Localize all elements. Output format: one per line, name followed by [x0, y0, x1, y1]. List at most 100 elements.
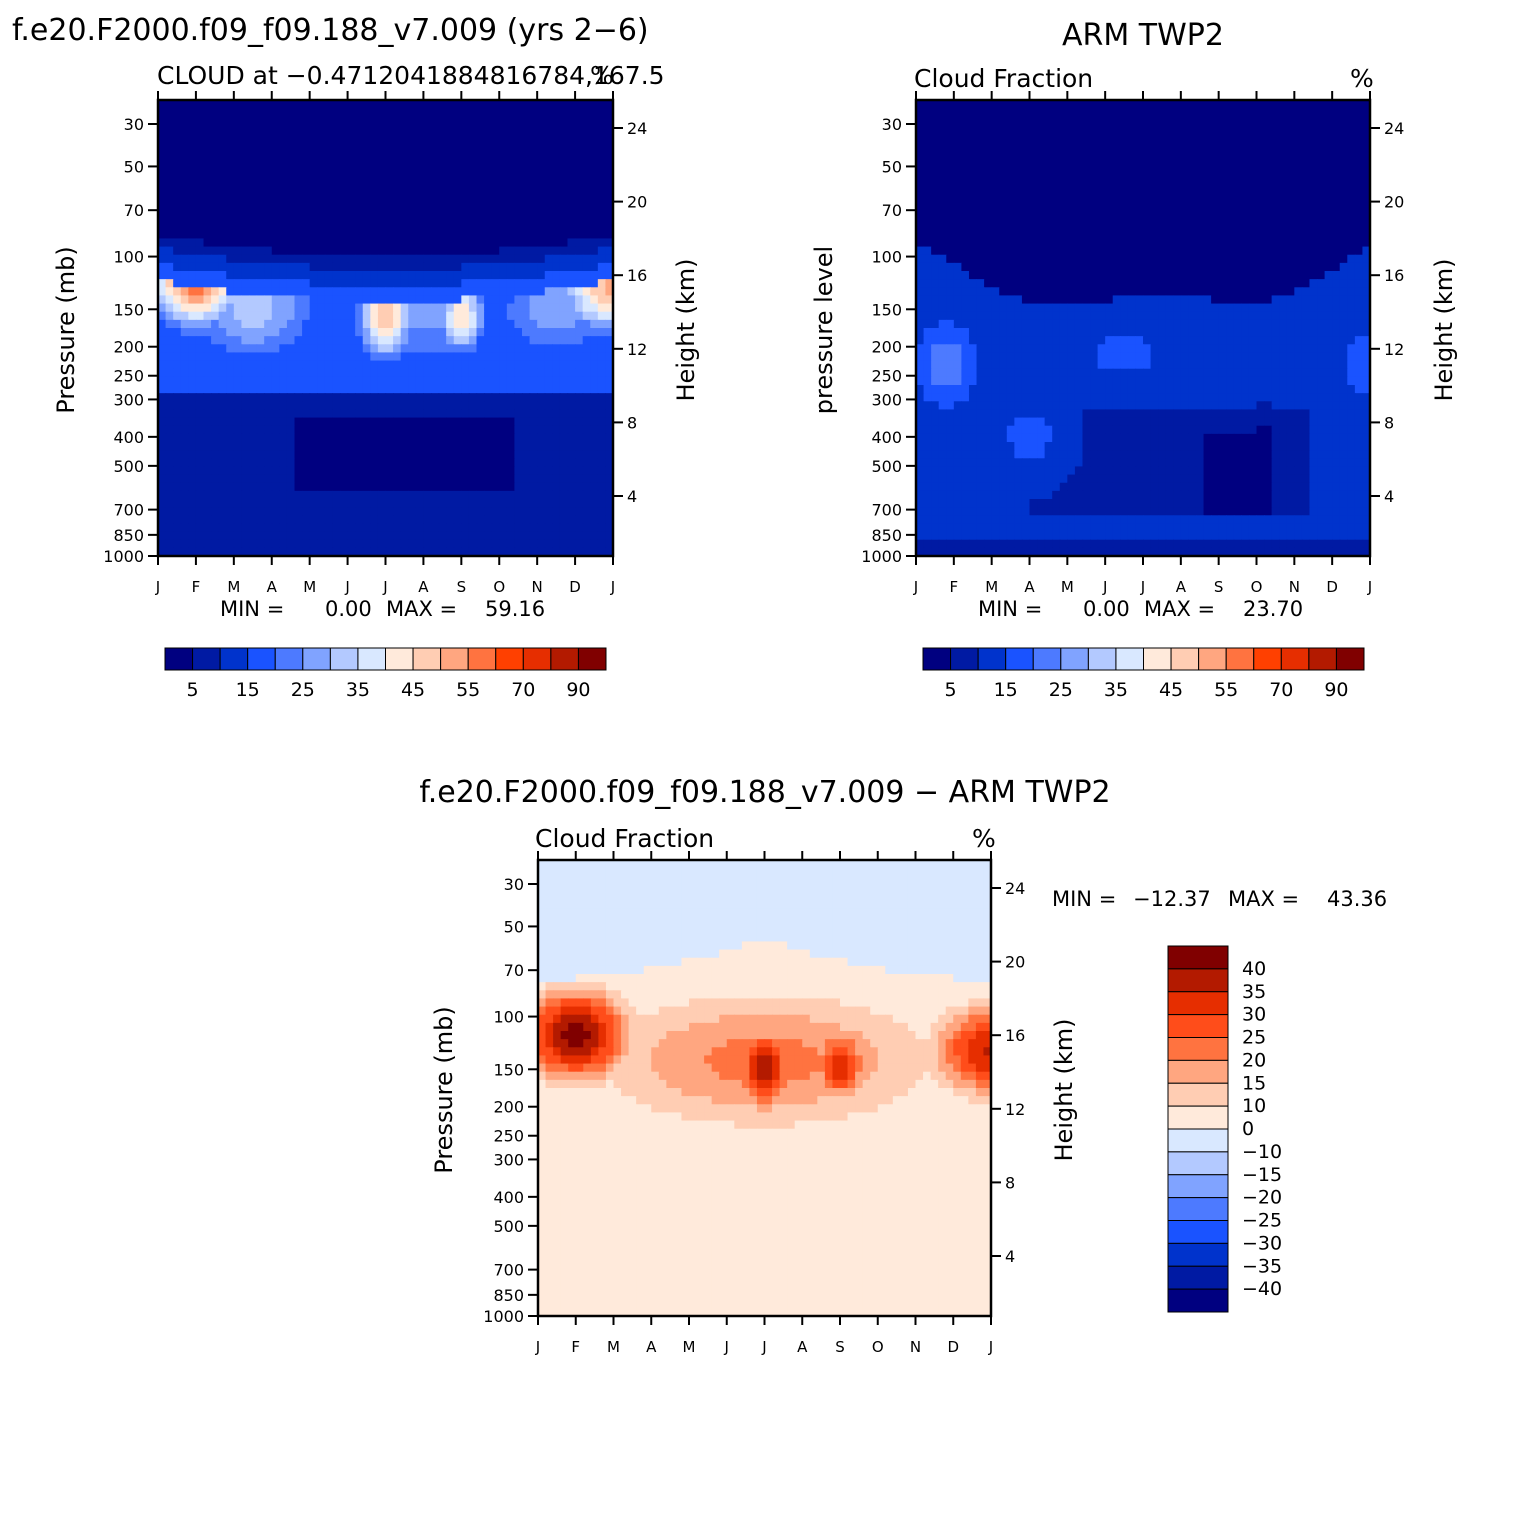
contour-cell: [567, 442, 576, 451]
contour-cell: [468, 547, 478, 557]
contour-cell: [946, 108, 955, 117]
contour-cell: [264, 246, 273, 256]
contour-cell: [582, 262, 591, 272]
contour-cell: [1044, 100, 1053, 109]
contour-cell: [476, 189, 485, 199]
contour-cell: [1029, 222, 1038, 231]
contour-cell: [491, 474, 500, 484]
contour-cell: [180, 523, 189, 533]
contour-cell: [999, 116, 1008, 126]
contour-cell: [1233, 165, 1242, 174]
contour-cell: [605, 344, 614, 354]
contour-cell: [991, 165, 1000, 174]
contour-cell: [400, 287, 409, 297]
contour-cell: [461, 393, 470, 402]
contour-cell: [537, 319, 546, 329]
contour-cell: [332, 393, 341, 402]
contour-cell: [203, 401, 212, 411]
contour-cell: [1332, 222, 1341, 231]
contour-cell: [938, 238, 947, 248]
contour-cell: [522, 205, 531, 215]
contour-cell: [317, 271, 326, 280]
contour-cell: [241, 116, 250, 126]
contour-cell: [453, 319, 462, 329]
contour-cell: [317, 401, 326, 411]
contour-cell: [408, 417, 417, 427]
contour-cell: [249, 132, 258, 142]
contour-cell: [1021, 246, 1031, 256]
contour-cell: [158, 547, 167, 557]
contour-cell: [1248, 148, 1258, 158]
contour-cell: [249, 181, 258, 191]
contour-cell: [499, 205, 508, 215]
contour-cell: [438, 490, 447, 500]
contour-cell: [1324, 262, 1333, 272]
contour-cell: [946, 116, 955, 126]
contour-cell: [446, 466, 455, 476]
contour-cell: [938, 173, 947, 183]
contour-cell: [1105, 124, 1114, 134]
contour-cell: [1074, 140, 1084, 150]
contour-cell: [324, 376, 334, 386]
contour-cell: [203, 189, 212, 199]
contour-cell: [180, 246, 189, 256]
contour-cell: [1233, 181, 1242, 191]
contour-cell: [1120, 246, 1129, 256]
contour-cell: [1082, 157, 1091, 166]
contour-cell: [1127, 271, 1137, 280]
contour-cell: [415, 531, 425, 541]
contour-cell: [1218, 197, 1227, 207]
contour-cell: [1286, 140, 1295, 150]
contour-cell: [286, 140, 296, 150]
contour-cell: [544, 328, 553, 337]
contour-cell: [590, 271, 599, 280]
contour-cell: [946, 132, 955, 142]
contour-cell: [165, 108, 174, 117]
contour-cell: [946, 124, 955, 134]
contour-cell: [514, 295, 523, 305]
contour-cell: [438, 254, 447, 264]
contour-cell: [1105, 100, 1114, 109]
contour-cell: [582, 539, 591, 549]
contour-cell: [1037, 157, 1046, 166]
contour-cell: [1279, 271, 1288, 280]
contour-cell: [1301, 214, 1311, 223]
contour-cell: [537, 474, 546, 484]
contour-cell: [408, 507, 417, 516]
contour-cell: [1347, 181, 1356, 191]
contour-cell: [1301, 108, 1311, 117]
contour-cell: [605, 238, 614, 248]
contour-cell: [1180, 214, 1189, 223]
contour-cell: [984, 165, 993, 174]
contour-cell: [415, 214, 425, 223]
contour-cell: [582, 401, 591, 411]
contour-cell: [461, 254, 470, 264]
contour-cell: [923, 116, 932, 126]
contour-cell: [484, 132, 493, 142]
contour-cell: [1195, 205, 1205, 215]
contour-cell: [984, 173, 993, 183]
contour-cell: [476, 328, 485, 337]
contour-cell: [1127, 108, 1137, 117]
contour-cell: [506, 401, 516, 411]
contour-cell: [1354, 148, 1364, 158]
contour-cell: [211, 539, 220, 549]
contour-cell: [491, 279, 500, 288]
contour-cell: [582, 499, 591, 508]
contour-cell: [506, 507, 516, 516]
contour-cell: [1279, 197, 1288, 207]
contour-cell: [241, 295, 250, 305]
contour-cell: [218, 474, 227, 484]
contour-cell: [552, 368, 561, 378]
y-tick-label: 70: [124, 201, 144, 220]
contour-cell: [1301, 262, 1311, 272]
contour-cell: [226, 319, 235, 329]
contour-cell: [1173, 238, 1182, 248]
contour-cell: [1150, 287, 1159, 297]
contour-cell: [1317, 214, 1326, 223]
contour-cell: [1052, 132, 1061, 142]
obs-panel: ARM TWP2 Cloud Fraction % J F M A M J J A S O N D J3…: [810, 18, 1458, 701]
contour-cell: [1173, 295, 1182, 305]
contour-cell: [484, 490, 493, 500]
